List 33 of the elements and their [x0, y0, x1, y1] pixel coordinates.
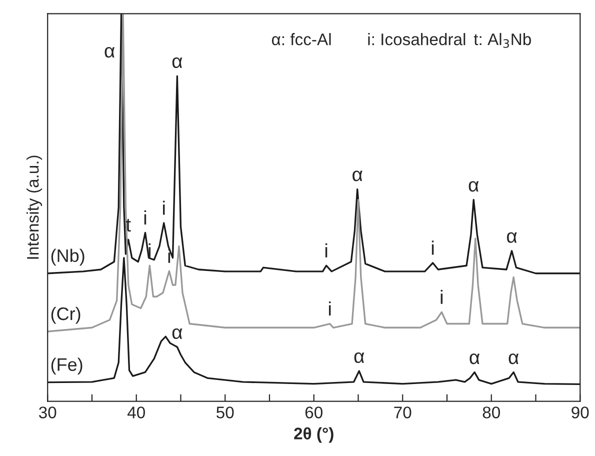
annotation: i — [440, 290, 443, 304]
x-tick-label: 40 — [127, 406, 145, 418]
x-tick-label: 70 — [394, 406, 412, 418]
y-axis-title: Intensity (a.u.) — [26, 156, 42, 259]
x-tick-label: 90 — [572, 406, 589, 418]
x-axis-title: 2θ (°) — [294, 427, 334, 443]
annotation: i — [148, 243, 151, 258]
x-tick-label: 30 — [38, 406, 56, 418]
annotation: α — [172, 57, 182, 68]
x-tick-label: 80 — [482, 406, 500, 418]
series-label: (Cr) — [51, 306, 80, 324]
annotation: i: Icosahedral — [368, 33, 466, 46]
annotation: i — [144, 210, 146, 224]
annotation: i — [325, 243, 328, 258]
annotation: α — [172, 328, 182, 340]
annotation: α — [354, 352, 364, 364]
annotation: α — [352, 170, 362, 182]
annotation: α — [470, 354, 480, 364]
annotation: α — [506, 232, 517, 243]
annotation: α — [104, 47, 115, 58]
annotation: t: Al$_{3}$Nb — [474, 32, 531, 48]
annotation: α — [508, 354, 519, 364]
annotation: i — [432, 240, 434, 255]
x-tick-label: 50 — [216, 406, 234, 418]
annotation: i — [328, 301, 331, 316]
annotation: i — [163, 200, 165, 215]
annotation: t — [126, 218, 131, 232]
annotation: α — [468, 181, 479, 192]
x-tick-label: 60 — [305, 406, 322, 418]
series-label: (Fe) — [51, 358, 82, 375]
annotation: i — [168, 248, 170, 263]
annotation: α: fcc-Al — [272, 33, 331, 46]
series-label: (Nb) — [51, 248, 84, 266]
